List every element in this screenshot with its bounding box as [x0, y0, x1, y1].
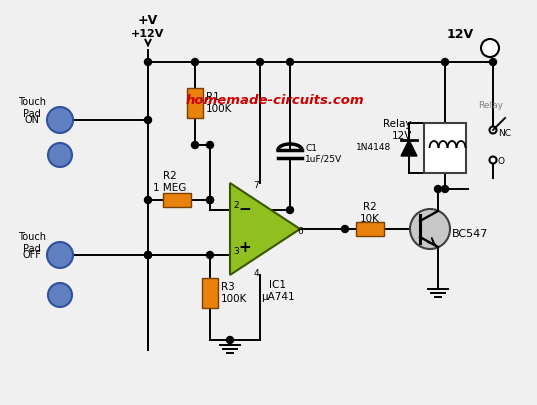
Text: IC1: IC1: [270, 280, 287, 290]
Circle shape: [144, 58, 151, 66]
Text: ON: ON: [25, 115, 40, 125]
Circle shape: [207, 196, 214, 203]
Text: +V: +V: [138, 13, 158, 26]
Text: Touch
Pad: Touch Pad: [18, 97, 46, 119]
Circle shape: [47, 242, 73, 268]
Circle shape: [207, 141, 214, 149]
FancyBboxPatch shape: [202, 278, 218, 308]
Circle shape: [342, 226, 349, 232]
Circle shape: [441, 58, 448, 66]
Circle shape: [441, 185, 448, 192]
Text: R3
100K: R3 100K: [221, 282, 248, 304]
Text: Relay: Relay: [478, 102, 504, 111]
Circle shape: [287, 207, 294, 213]
Text: R1
100K: R1 100K: [206, 92, 233, 114]
Circle shape: [434, 185, 441, 192]
Circle shape: [257, 58, 264, 66]
Circle shape: [207, 252, 214, 258]
Circle shape: [192, 58, 199, 66]
Text: μA741: μA741: [261, 292, 295, 302]
Text: O: O: [498, 158, 505, 166]
Circle shape: [490, 156, 497, 164]
Circle shape: [490, 58, 497, 66]
Text: C1
1uF/25V: C1 1uF/25V: [305, 144, 342, 164]
FancyBboxPatch shape: [424, 123, 466, 173]
Circle shape: [227, 337, 234, 343]
Circle shape: [144, 252, 151, 258]
Circle shape: [144, 117, 151, 124]
Text: 1N4148: 1N4148: [355, 143, 391, 153]
Text: NC: NC: [498, 128, 511, 138]
Text: +: +: [485, 41, 495, 55]
Text: Touch
Pad: Touch Pad: [18, 232, 46, 254]
Text: 2: 2: [233, 200, 238, 209]
FancyBboxPatch shape: [356, 222, 384, 236]
Polygon shape: [401, 140, 417, 156]
Circle shape: [144, 196, 151, 203]
Circle shape: [48, 143, 72, 167]
Circle shape: [287, 58, 294, 66]
Circle shape: [207, 196, 214, 203]
Text: 7: 7: [253, 181, 259, 190]
Text: Relay
12V: Relay 12V: [383, 119, 412, 141]
Text: BC547: BC547: [452, 229, 488, 239]
Text: +12V: +12V: [132, 29, 165, 39]
Circle shape: [481, 39, 499, 57]
Text: −: −: [238, 202, 251, 217]
Text: +: +: [238, 241, 251, 256]
Text: 3: 3: [233, 247, 239, 256]
Circle shape: [47, 107, 73, 133]
Text: 12V: 12V: [446, 28, 474, 41]
Circle shape: [48, 283, 72, 307]
Text: 6: 6: [297, 228, 303, 237]
Circle shape: [192, 141, 199, 149]
Text: R2
10K: R2 10K: [360, 202, 380, 224]
Text: R2
1 MEG: R2 1 MEG: [153, 171, 187, 193]
Polygon shape: [230, 183, 300, 275]
Text: 4: 4: [253, 269, 259, 279]
Circle shape: [410, 209, 450, 249]
FancyBboxPatch shape: [187, 88, 203, 118]
Circle shape: [144, 252, 151, 258]
Circle shape: [490, 126, 497, 134]
Text: OFF: OFF: [23, 250, 41, 260]
FancyBboxPatch shape: [163, 193, 191, 207]
Text: homemade-circuits.com: homemade-circuits.com: [186, 94, 364, 107]
